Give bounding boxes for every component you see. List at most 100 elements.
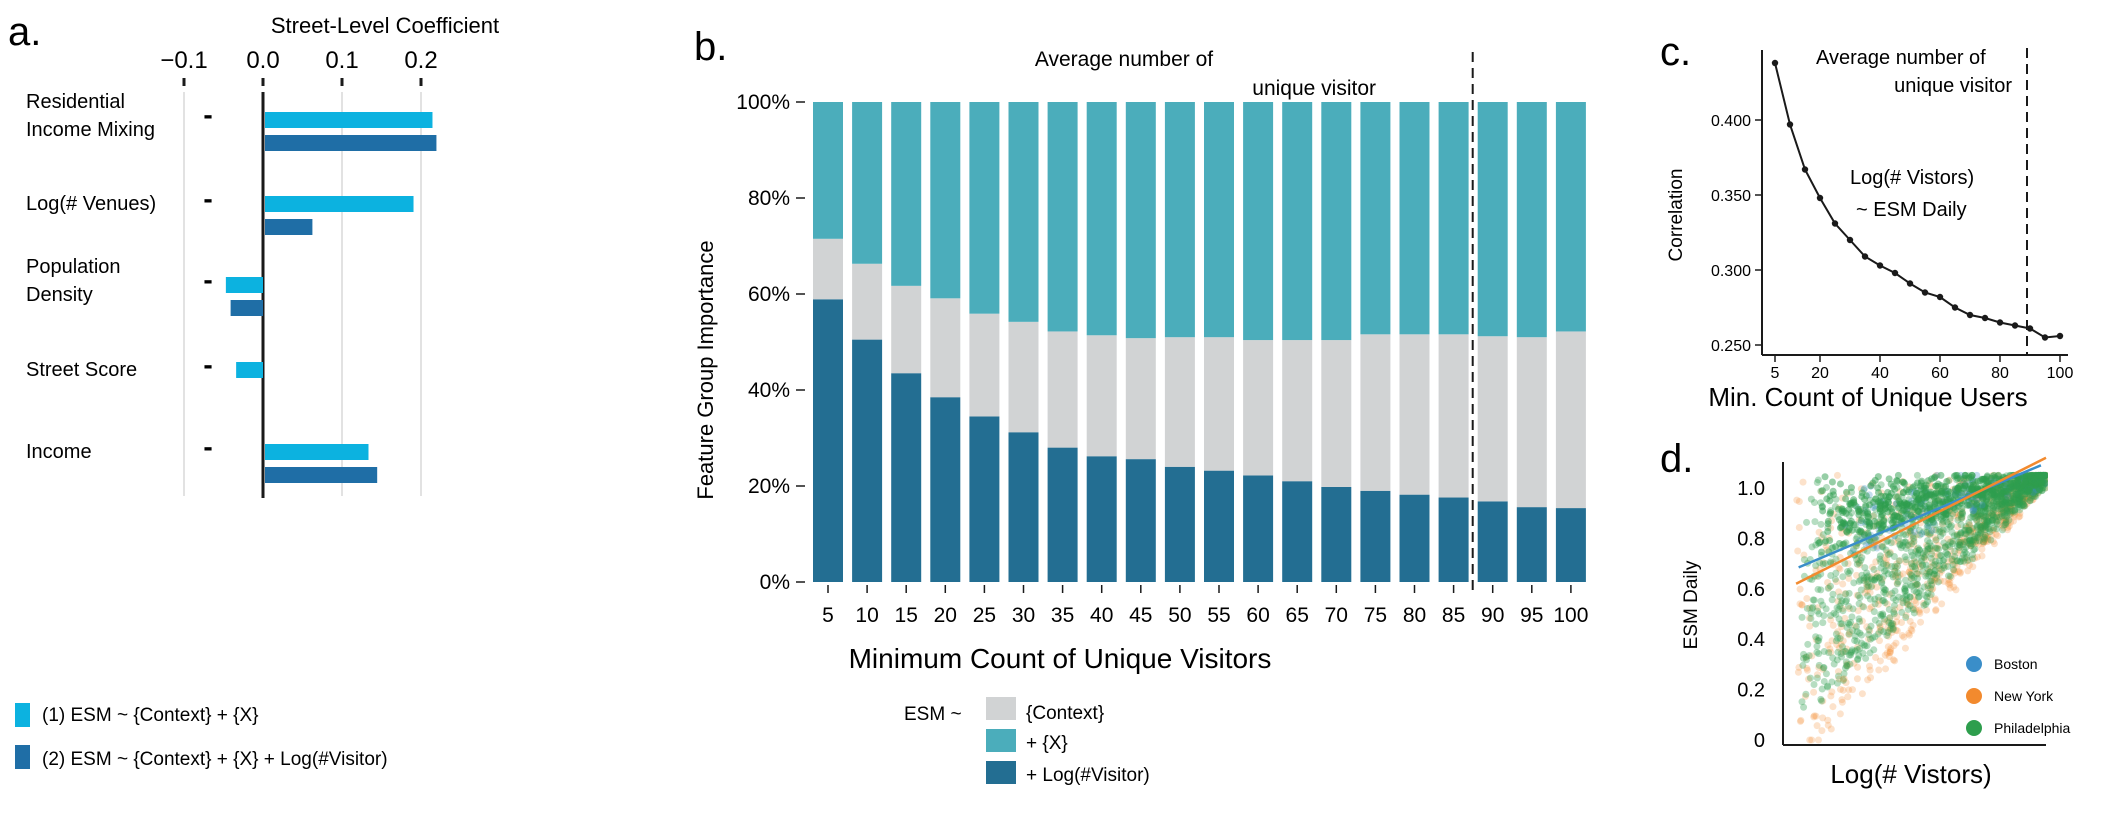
philadelphia-point [1813,642,1821,650]
new-york-point [1927,563,1935,571]
philadelphia-point [1887,539,1895,547]
philadelphia-point [1980,535,1988,543]
new-york-point [1944,580,1952,588]
bar-100-context [1555,331,1586,509]
x-tick-label-10: 10 [855,604,878,627]
philadelphia-point [1839,573,1847,581]
new-york-point [1965,520,1973,528]
new-york-point [1978,552,1986,560]
new-york-point [1853,571,1861,579]
new-york-point [1956,568,1964,576]
x-tick-label-80: 80 [1403,604,1426,627]
philadelphia-point [1862,654,1870,662]
new-york-point [1819,559,1827,567]
legend-swatch-esm-1 [15,703,30,727]
philadelphia-dense-point [1982,475,1990,483]
new-york-point [1965,528,1973,536]
philadelphia-point [1875,619,1883,627]
tick-label-0-2: 0.2 [404,47,437,74]
new-york-point [1813,722,1821,730]
philadelphia-point [1813,674,1821,682]
bar-95-context [1516,337,1547,508]
new-york-point [1803,594,1811,602]
new-york-point [1806,622,1814,630]
philadelphia-point [1963,537,1971,545]
philadelphia-point [1857,586,1865,594]
new-york-point [1861,589,1869,597]
new-york-point [1856,561,1864,569]
philadelphia-point [1953,533,1961,541]
new-york-point [1994,532,2002,540]
bar-80-context [1399,334,1430,495]
philadelphia-point [1838,620,1846,628]
philadelphia-point [1850,579,1858,587]
philadelphia-point [1890,608,1898,616]
new-york-point [1896,557,1904,565]
new-york-point [1981,531,1989,539]
philadelphia-point [2001,501,2009,509]
new-york-point [1810,713,1818,721]
category-label-log-venues: Log(# Venues) [26,193,156,215]
philadelphia-point [1901,585,1909,593]
new-york-point [1935,565,1943,573]
y-tick-label-20: 20% [748,475,790,498]
philadelphia-point [2015,503,2023,511]
philadelphia-point [1906,593,1914,601]
philadelphia-point [1956,531,1964,539]
philadelphia-point [1981,520,1989,528]
correlation-point-15 [1801,166,1809,173]
philadelphia-point [1855,577,1863,585]
philadelphia-point [2019,497,2027,505]
philadelphia-point [1815,634,1823,642]
legend-marker-boston [1966,656,1982,672]
philadelphia-dense-point [1855,511,1863,519]
philadelphia-point [1908,575,1916,583]
philadelphia-point [1916,587,1924,595]
philadelphia-point [1901,585,1909,593]
new-york-point [1810,712,1818,720]
philadelphia-point [1828,596,1836,604]
philadelphia-point [1974,512,1982,520]
x-tick-label-65: 65 [1286,604,1309,627]
philadelphia-point [1870,566,1878,574]
philadelphia-point [2003,507,2011,515]
new-york-point [1969,563,1977,571]
new-york-point [1887,624,1895,632]
philadelphia-point [1914,574,1922,582]
philadelphia-point [1911,562,1919,570]
new-york-point [1923,548,1931,556]
new-york-point [1846,628,1854,636]
new-york-point [1838,623,1846,631]
philadelphia-point [1995,505,2003,513]
philadelphia-point [1975,510,1983,518]
philadelphia-point [1977,526,1985,534]
philadelphia-point [1982,523,1990,531]
new-york-point [1902,612,1910,620]
new-york-point [2016,512,2024,520]
new-york-point [1841,590,1849,598]
panel-d-fit-lines [1795,456,2047,585]
new-york-point [1997,507,2005,515]
category-tick-population: - [203,264,212,295]
category-label-residential-line2: Income Mixing [26,119,155,141]
new-york-point [1826,645,1834,653]
bar-100-x [1555,102,1586,332]
legend-label-philadelphia: Philadelphia [1994,720,2070,736]
philadelphia-point [1871,576,1879,584]
philadelphia-point [1895,557,1903,565]
new-york-point [1875,666,1883,674]
new-york-point [1864,583,1872,591]
new-york-point [1882,560,1890,568]
philadelphia-point [1858,631,1866,639]
bar-60-context [1243,340,1274,476]
new-york-point [1931,552,1939,560]
new-york-point [1885,590,1893,598]
philadelphia-point [1891,567,1899,575]
philadelphia-point [1894,569,1902,577]
philadelphia-point [1941,543,1949,551]
new-york-point [1932,606,1940,614]
philadelphia-point [1997,501,2005,509]
category-tick-log-venues: - [203,183,212,214]
new-york-point [1835,644,1843,652]
boston-fit-line [1798,464,2042,569]
